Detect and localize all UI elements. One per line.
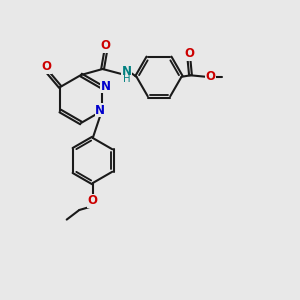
Text: O: O <box>205 70 215 83</box>
Text: H: H <box>123 74 130 84</box>
Text: N: N <box>101 80 111 93</box>
Text: O: O <box>100 39 111 52</box>
Text: O: O <box>88 194 98 208</box>
Text: N: N <box>95 104 105 117</box>
Text: N: N <box>122 65 132 79</box>
Text: O: O <box>41 60 51 73</box>
Text: O: O <box>184 47 194 60</box>
